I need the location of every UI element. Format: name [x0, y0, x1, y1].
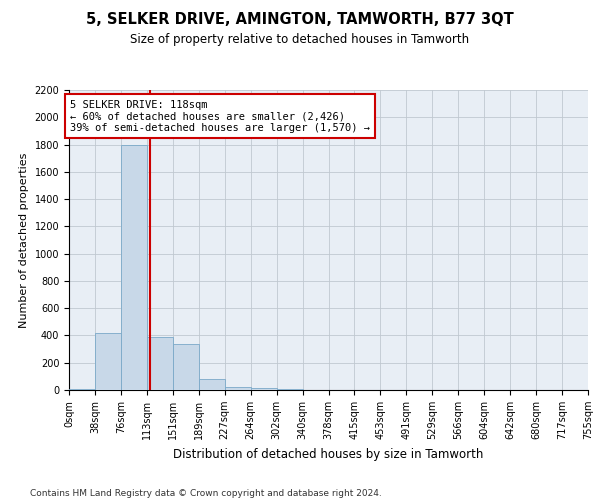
- Text: 5, SELKER DRIVE, AMINGTON, TAMWORTH, B77 3QT: 5, SELKER DRIVE, AMINGTON, TAMWORTH, B77…: [86, 12, 514, 28]
- Bar: [121, 144, 147, 390]
- Bar: [251, 388, 277, 390]
- Bar: [69, 388, 95, 390]
- Bar: [173, 344, 199, 390]
- Text: 5 SELKER DRIVE: 118sqm
← 60% of detached houses are smaller (2,426)
39% of semi-: 5 SELKER DRIVE: 118sqm ← 60% of detached…: [70, 100, 370, 132]
- X-axis label: Distribution of detached houses by size in Tamworth: Distribution of detached houses by size …: [173, 448, 484, 460]
- Bar: [224, 386, 251, 390]
- Bar: [95, 332, 121, 390]
- Y-axis label: Number of detached properties: Number of detached properties: [19, 152, 29, 328]
- Bar: [147, 337, 173, 390]
- Text: Size of property relative to detached houses in Tamworth: Size of property relative to detached ho…: [130, 32, 470, 46]
- Bar: [199, 379, 224, 390]
- Text: Contains HM Land Registry data © Crown copyright and database right 2024.: Contains HM Land Registry data © Crown c…: [30, 488, 382, 498]
